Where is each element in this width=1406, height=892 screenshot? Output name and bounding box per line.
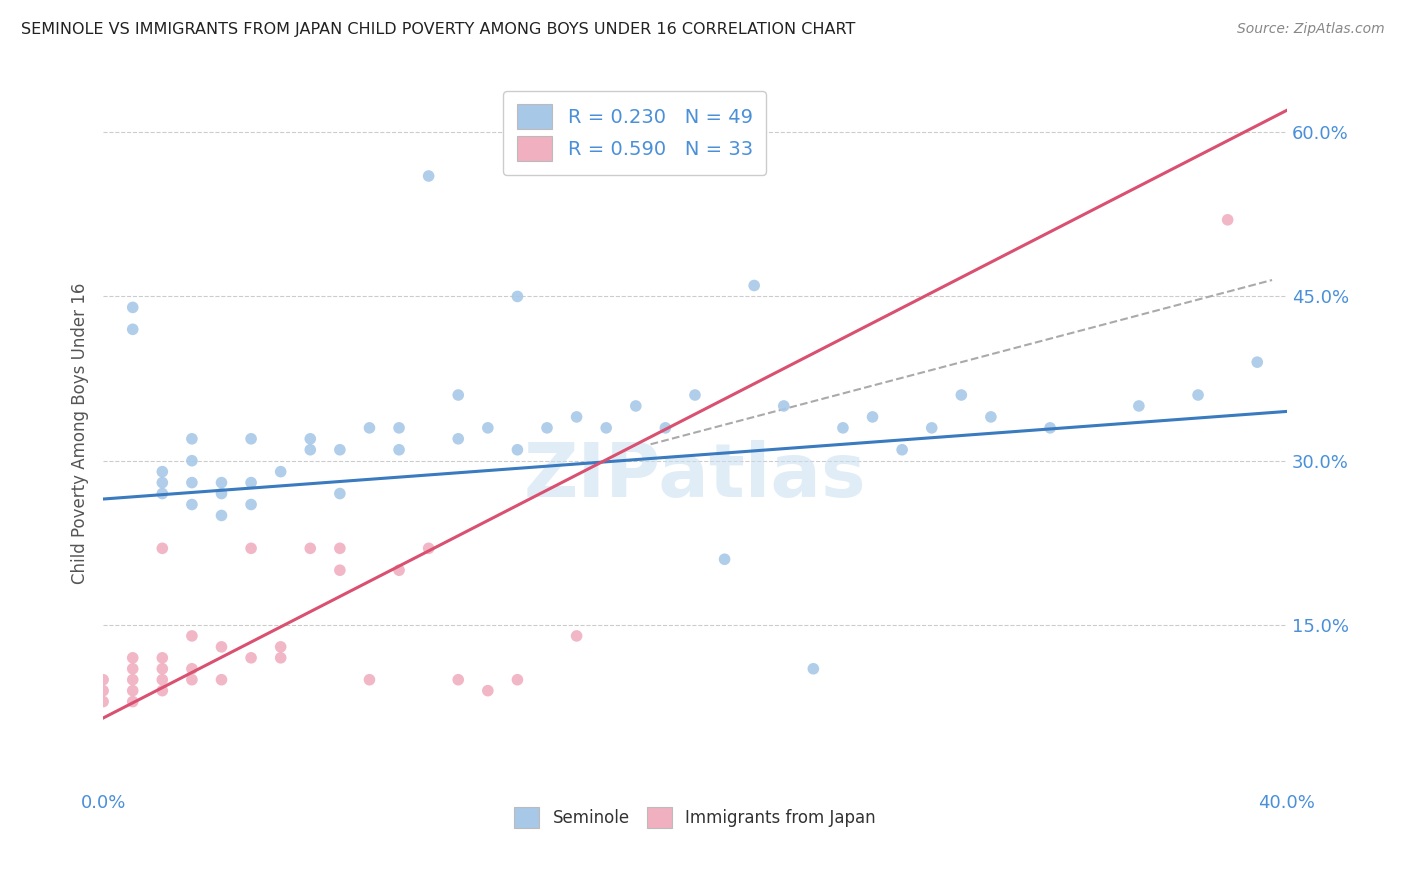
Point <box>240 498 263 512</box>
Y-axis label: Child Poverty Among Boys Under 16: Child Poverty Among Boys Under 16 <box>72 283 89 584</box>
Point <box>1187 388 1209 402</box>
Point <box>624 399 647 413</box>
Point <box>447 388 470 402</box>
Point <box>211 640 233 654</box>
Point <box>121 301 143 315</box>
Point <box>477 683 499 698</box>
Point <box>329 563 352 577</box>
Text: Source: ZipAtlas.com: Source: ZipAtlas.com <box>1237 22 1385 37</box>
Point <box>418 541 440 556</box>
Point <box>180 673 202 687</box>
Point <box>329 541 352 556</box>
Point <box>121 650 143 665</box>
Point <box>121 662 143 676</box>
Point <box>832 421 855 435</box>
Point <box>91 673 114 687</box>
Point <box>211 486 233 500</box>
Point <box>299 541 322 556</box>
Text: ZIPatlas: ZIPatlas <box>523 440 866 513</box>
Point <box>180 498 202 512</box>
Point <box>862 409 884 424</box>
Point <box>299 432 322 446</box>
Point <box>388 563 411 577</box>
Point <box>713 552 735 566</box>
Point <box>211 475 233 490</box>
Point <box>270 465 292 479</box>
Legend: Seminole, Immigrants from Japan: Seminole, Immigrants from Japan <box>508 801 882 834</box>
Point <box>921 421 943 435</box>
Point <box>742 278 765 293</box>
Point <box>329 442 352 457</box>
Point <box>150 683 173 698</box>
Point <box>1128 399 1150 413</box>
Point <box>150 541 173 556</box>
Point <box>180 432 202 446</box>
Point <box>329 486 352 500</box>
Point <box>536 421 558 435</box>
Point <box>150 662 173 676</box>
Point <box>150 486 173 500</box>
Point <box>891 442 914 457</box>
Point <box>91 683 114 698</box>
Point <box>506 289 529 303</box>
Point <box>121 683 143 698</box>
Point <box>447 432 470 446</box>
Point <box>359 421 381 435</box>
Point <box>950 388 973 402</box>
Point <box>240 650 263 665</box>
Point <box>388 421 411 435</box>
Point <box>388 442 411 457</box>
Point <box>240 432 263 446</box>
Point <box>150 650 173 665</box>
Point <box>150 465 173 479</box>
Point <box>801 662 824 676</box>
Point <box>121 695 143 709</box>
Point <box>240 541 263 556</box>
Point <box>506 442 529 457</box>
Point <box>1216 212 1239 227</box>
Point <box>418 169 440 183</box>
Point <box>980 409 1002 424</box>
Point <box>565 629 588 643</box>
Point <box>772 399 794 413</box>
Point <box>180 629 202 643</box>
Point <box>447 673 470 687</box>
Point <box>565 409 588 424</box>
Point <box>654 421 676 435</box>
Point <box>150 475 173 490</box>
Point <box>270 640 292 654</box>
Point <box>91 695 114 709</box>
Point <box>299 442 322 457</box>
Text: SEMINOLE VS IMMIGRANTS FROM JAPAN CHILD POVERTY AMONG BOYS UNDER 16 CORRELATION : SEMINOLE VS IMMIGRANTS FROM JAPAN CHILD … <box>21 22 855 37</box>
Point <box>240 475 263 490</box>
Point <box>359 673 381 687</box>
Point <box>180 662 202 676</box>
Point <box>595 421 617 435</box>
Point <box>121 322 143 336</box>
Point <box>1246 355 1268 369</box>
Point <box>1039 421 1062 435</box>
Point <box>506 673 529 687</box>
Point <box>180 475 202 490</box>
Point <box>121 673 143 687</box>
Point <box>150 673 173 687</box>
Point <box>477 421 499 435</box>
Point <box>270 650 292 665</box>
Point <box>211 508 233 523</box>
Point <box>683 388 706 402</box>
Point <box>211 673 233 687</box>
Point <box>180 453 202 467</box>
